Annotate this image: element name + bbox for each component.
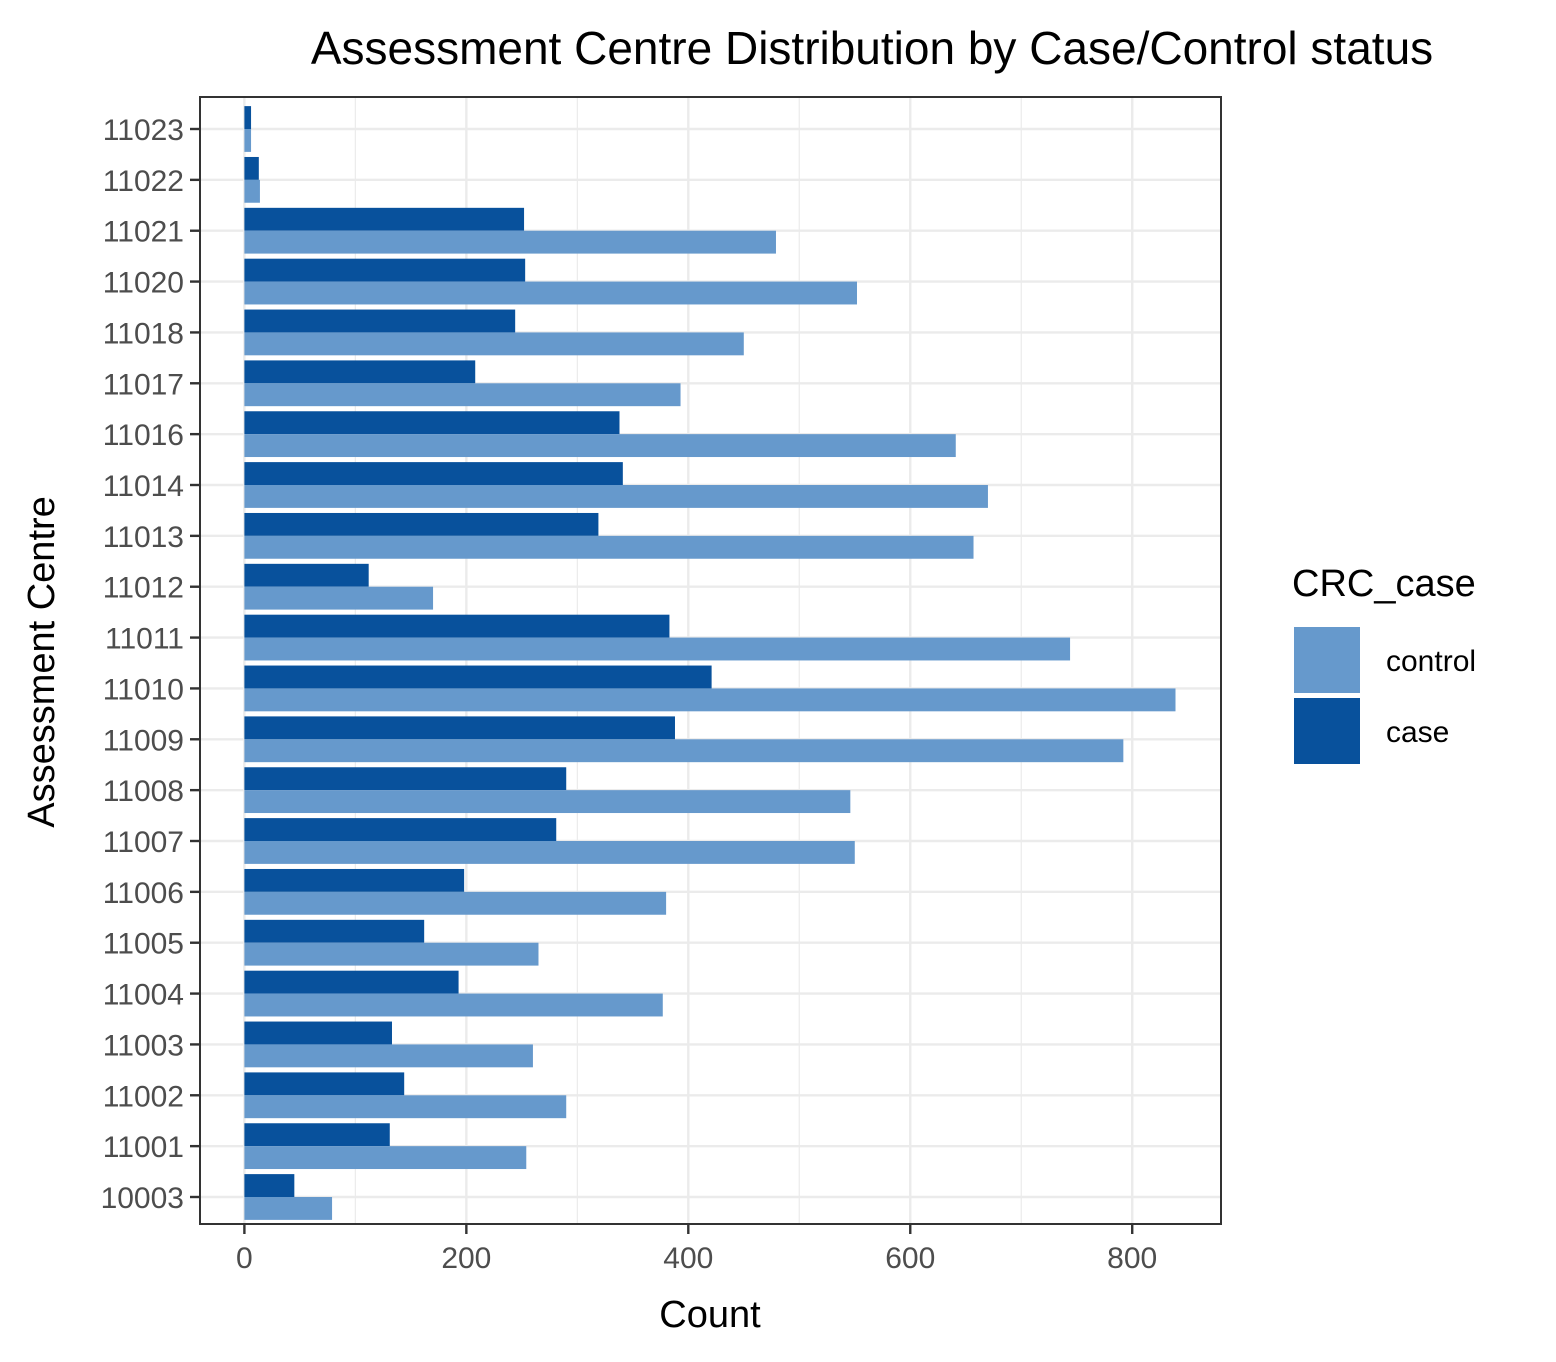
- y-tick-label: 11006: [103, 877, 184, 910]
- bar-case-11007: [244, 818, 557, 841]
- bar-case-11014: [244, 462, 623, 485]
- legend-key-control: [1294, 627, 1360, 693]
- y-tick-label: 11013: [103, 521, 184, 554]
- bar-control-11021: [244, 230, 776, 254]
- y-tick-label: 11010: [103, 673, 184, 706]
- bar-case-11016: [244, 411, 620, 435]
- y-tick-label: 11012: [103, 572, 184, 605]
- bar-control-11012: [244, 586, 434, 610]
- y-tick-label: 11008: [103, 775, 184, 808]
- bar-case-11002: [244, 1072, 405, 1096]
- x-tick-label: 200: [441, 1242, 491, 1275]
- plot-area: 10003 11001 11002 11003 11004 11005 11006 11007…: [101, 96, 1222, 1275]
- x-tick-label: 800: [1107, 1242, 1157, 1275]
- bar-control-11007: [244, 841, 855, 864]
- x-axis-title: Count: [659, 1294, 761, 1336]
- legend-label-control: control: [1386, 645, 1476, 678]
- bar-control-11008: [244, 790, 851, 814]
- y-tick-label: 11002: [103, 1080, 184, 1113]
- legend-label-case: case: [1386, 716, 1449, 749]
- bar-case-11004: [244, 970, 459, 994]
- y-tick-label: 11003: [103, 1029, 184, 1062]
- y-tick-label: 11001: [103, 1131, 184, 1164]
- bar-case-11013: [244, 512, 599, 536]
- bar-control-11011: [244, 637, 1071, 661]
- x-tick-label: 0: [236, 1242, 253, 1275]
- y-tick-label: 11009: [103, 724, 184, 757]
- y-axis-title: Assessment Centre: [21, 496, 63, 828]
- bar-control-11003: [244, 1044, 533, 1068]
- y-tick-label: 11023: [103, 114, 184, 147]
- x-tick-label: 600: [885, 1242, 935, 1275]
- bar-case-11011: [244, 614, 670, 638]
- bar-case-11012: [244, 563, 369, 587]
- y-tick-label: 11014: [103, 470, 184, 503]
- legend: control case: [1294, 627, 1476, 764]
- bar-case-11008: [244, 767, 567, 791]
- bar-control-11020: [244, 281, 857, 305]
- bar-control-11004: [244, 993, 663, 1017]
- bar-control-11001: [244, 1146, 527, 1170]
- y-tick-label: 11022: [103, 165, 184, 198]
- bar-case-11006: [244, 868, 465, 892]
- bar-control-11006: [244, 891, 667, 915]
- bar-case-11023: [244, 106, 252, 129]
- bar-control-10003: [244, 1197, 333, 1220]
- bar-control-11014: [244, 485, 988, 508]
- bar-control-11018: [244, 332, 744, 356]
- bar-case-11009: [244, 716, 675, 740]
- bar-case-11003: [244, 1021, 392, 1045]
- legend-key-case: [1294, 698, 1360, 764]
- y-tick-label: 11011: [105, 623, 184, 656]
- bar-control-11022: [244, 179, 260, 203]
- plot-panel-border: [199, 96, 1222, 1225]
- bar-case-11010: [244, 665, 712, 689]
- bar-case-11022: [244, 156, 259, 180]
- y-tick-label: 11005: [103, 928, 184, 961]
- bar-control-11016: [244, 434, 956, 458]
- bar-control-11005: [244, 942, 539, 966]
- bar-case-11018: [244, 309, 516, 333]
- y-tick-label: 11016: [103, 419, 184, 452]
- bar-control-11009: [244, 739, 1124, 763]
- bar-control-11023: [244, 129, 252, 152]
- bar-control-11013: [244, 535, 974, 559]
- bar-control-11017: [244, 383, 681, 407]
- x-tick-label: 400: [663, 1242, 713, 1275]
- y-tick-label: 11007: [103, 826, 184, 859]
- bar-case-11005: [244, 919, 425, 943]
- bar-control-11002: [244, 1095, 567, 1119]
- bar-case-11017: [244, 360, 476, 384]
- legend-title: CRC_case: [1292, 563, 1476, 605]
- y-tick-label: 10003: [101, 1182, 184, 1215]
- y-tick-label: 11020: [103, 267, 184, 300]
- chart-title: Assessment Centre Distribution by Case/C…: [311, 22, 1433, 74]
- bar-case-11021: [244, 207, 525, 231]
- bar-control-11010: [244, 688, 1176, 712]
- y-tick-label: 11017: [103, 368, 184, 401]
- y-tick-label: 11018: [103, 317, 184, 350]
- bar-case-11001: [244, 1123, 390, 1147]
- bar-case-10003: [244, 1174, 295, 1197]
- y-tick-label: 11021: [103, 216, 184, 249]
- y-tick-label: 11004: [103, 979, 184, 1012]
- bar-case-11020: [244, 258, 526, 282]
